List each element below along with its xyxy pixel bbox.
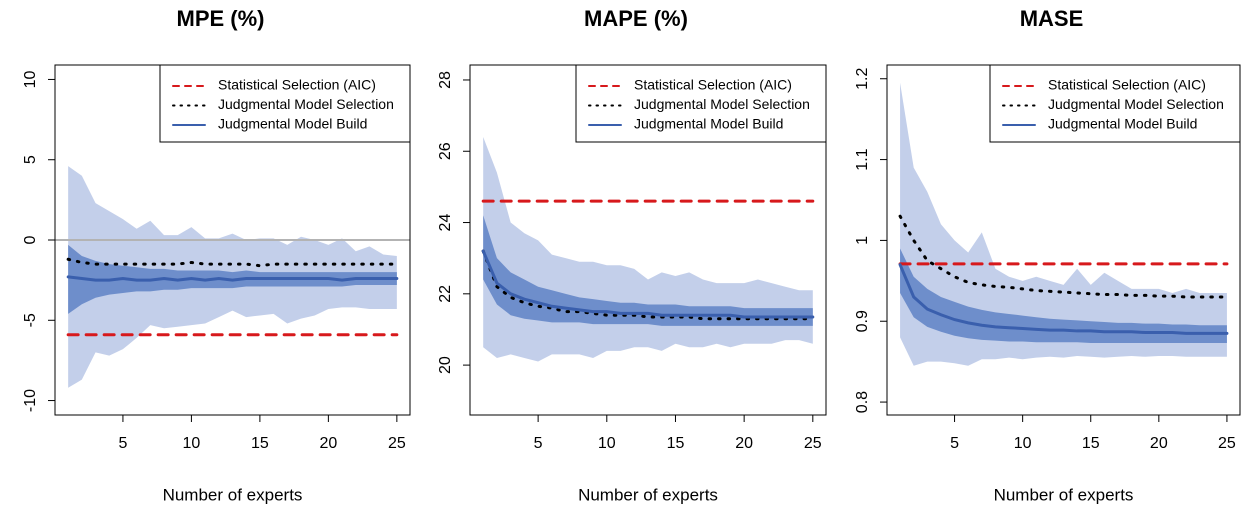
legend-label: Judgmental Model Build	[634, 116, 783, 132]
x-tick-label: 10	[183, 435, 201, 452]
x-tick-label: 20	[735, 435, 753, 452]
legend-label: Judgmental Model Selection	[634, 96, 810, 112]
legend-label: Statistical Selection (AIC)	[1048, 77, 1206, 93]
legend-box	[989, 64, 1241, 143]
chart-title: MAPE (%)	[584, 6, 688, 31]
legend-label: Judgmental Model Build	[218, 116, 367, 132]
chart-title: MASE	[1020, 6, 1084, 31]
y-tick-label: 0.8	[854, 391, 871, 413]
y-tick-label: 5	[22, 155, 39, 164]
series-line	[898, 263, 1229, 335]
x-tick-label: 15	[251, 435, 269, 452]
y-tick-label: 28	[437, 71, 454, 89]
legend-label: Statistical Selection (AIC)	[634, 77, 792, 93]
x-tick-label: 25	[388, 435, 406, 452]
series-line	[898, 214, 1229, 299]
y-tick-label: 0.9	[854, 310, 871, 332]
legend-label: Judgmental Model Selection	[1048, 96, 1224, 112]
x-tick-label: 20	[1150, 435, 1168, 452]
y-tick-label: 24	[437, 214, 454, 232]
legend-label: Judgmental Model Selection	[218, 96, 394, 112]
interval-band	[483, 136, 813, 362]
series-line	[66, 257, 399, 268]
x-tick-label: 10	[1014, 435, 1032, 452]
legend-label: Statistical Selection (AIC)	[218, 77, 376, 93]
y-tick-label: -10	[22, 389, 39, 412]
x-tick-label: 20	[319, 435, 337, 452]
x-tick-label: 5	[118, 435, 127, 452]
legend-box	[159, 64, 411, 143]
y-tick-label: 1	[854, 236, 871, 245]
y-tick-label: -5	[22, 313, 39, 327]
x-tick-label: 15	[1082, 435, 1100, 452]
y-tick-label: 1.1	[854, 148, 871, 170]
series-line	[66, 275, 399, 282]
x-tick-label: 25	[804, 435, 822, 452]
y-tick-label: 20	[437, 356, 454, 374]
x-tick-label: 5	[950, 435, 959, 452]
chart-title: MPE (%)	[177, 6, 265, 31]
legend-box	[575, 64, 827, 143]
legend-label: Judgmental Model Build	[1048, 116, 1197, 132]
series-line	[481, 249, 815, 319]
x-tick-label: 15	[667, 435, 685, 452]
x-axis-label: Number of experts	[578, 485, 718, 504]
series-line	[481, 249, 815, 321]
x-axis-label: Number of experts	[994, 485, 1134, 504]
interval-band	[900, 248, 1227, 344]
y-tick-label: 0	[22, 235, 39, 244]
y-tick-label: 1.2	[854, 68, 871, 90]
x-tick-label: 25	[1218, 435, 1236, 452]
y-tick-label: 26	[437, 142, 454, 160]
x-axis-label: Number of experts	[163, 485, 303, 504]
x-tick-label: 5	[534, 435, 543, 452]
x-tick-label: 10	[598, 435, 616, 452]
interval-band	[483, 215, 813, 326]
y-tick-label: 10	[22, 70, 39, 88]
y-tick-label: 22	[437, 285, 454, 303]
